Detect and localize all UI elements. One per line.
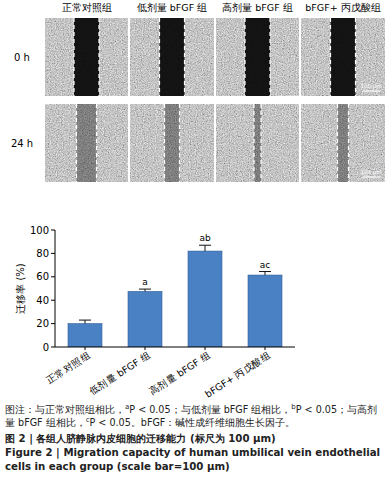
gap-edge <box>73 18 74 96</box>
caption-note-part: a <box>125 403 129 411</box>
caption-note-part: P < 0.05；与低剂量 bFGF 组相比， <box>129 404 291 415</box>
figure-svg: 正常对照组低剂量 bFGF 组高剂量 bFGF 组bFGF+ 丙戊酸组0 h10… <box>0 0 391 400</box>
y-tick <box>51 230 55 231</box>
scratch-gap <box>254 104 261 182</box>
gap-edge <box>76 104 77 182</box>
y-tick-label: 20 <box>36 318 49 329</box>
y-tick <box>51 300 55 301</box>
caption-note-part: c <box>86 416 90 424</box>
micrograph-texture <box>131 18 214 96</box>
error-bar <box>139 289 151 291</box>
error-cap <box>259 271 271 272</box>
gap-edge <box>159 18 160 96</box>
gap-edge <box>269 18 270 96</box>
micrograph-texture <box>216 18 299 96</box>
y-tick <box>51 323 55 324</box>
y-tick-label: 40 <box>36 295 49 306</box>
gap-edge <box>355 18 356 96</box>
error-cap <box>199 245 211 246</box>
caption-note-part: P < 0.05。bFGF：碱性成纤维细胞生长因子。 <box>90 417 296 428</box>
scratch-gap <box>165 104 180 182</box>
scratch-gap <box>77 104 97 182</box>
micrograph <box>45 18 128 96</box>
y-tick <box>51 276 55 277</box>
gap-edge <box>98 18 99 96</box>
micrograph-texture <box>45 18 128 96</box>
row-label: 0 h <box>14 52 30 63</box>
column-label: 低剂量 bFGF 组 <box>137 2 207 13</box>
micrograph <box>131 18 214 96</box>
column-label: 高剂量 bFGF 组 <box>222 2 292 13</box>
error-bar <box>79 320 91 324</box>
error-stem <box>85 320 86 324</box>
x-tick-label: 低剂量 bFGF 组 <box>87 349 152 397</box>
scale-bar <box>363 176 381 177</box>
micrograph-texture <box>131 104 214 182</box>
scratch-gap <box>245 18 270 96</box>
significance-label: ab <box>199 233 211 243</box>
micrograph-texture <box>216 104 299 182</box>
y-axis-label: 迁移率 (%) <box>15 263 26 314</box>
figure: 正常对照组低剂量 bFGF 组高剂量 bFGF 组bFGF+ 丙戊酸组0 h10… <box>0 0 391 404</box>
gap-edge <box>179 104 180 182</box>
error-bar <box>259 272 271 276</box>
micrograph: 100 μm <box>302 104 385 182</box>
gap-edge <box>184 18 185 96</box>
column-label: 正常对照组 <box>62 2 112 13</box>
scale-bar-label: 100 μm <box>360 83 381 90</box>
scale-bar-label: 100 μm <box>360 169 381 176</box>
y-tick-label: 60 <box>36 271 49 282</box>
micrograph <box>131 104 214 182</box>
error-stem <box>265 272 266 276</box>
micrograph-texture <box>45 104 128 182</box>
bar <box>188 251 222 347</box>
micrograph <box>216 104 299 182</box>
scale-bar <box>363 90 381 91</box>
caption-note-part: 图注：与正常对照组相比， <box>5 404 125 415</box>
gap-edge <box>96 104 97 182</box>
bar <box>248 275 282 347</box>
caption-note-part: b <box>291 403 295 411</box>
y-tick-label: 0 <box>43 342 49 353</box>
bars <box>68 251 282 347</box>
caption: 图注：与正常对照组相比，aP < 0.05；与低剂量 bFGF 组相比，b P <… <box>5 403 386 474</box>
error-cap <box>79 320 91 321</box>
y-tick-label: 100 <box>30 225 49 236</box>
error-bar <box>199 245 211 251</box>
y-tick-label: 80 <box>36 248 49 259</box>
figure-title-zh: 图 2 | 各组人脐静脉内皮细胞的迁移能力 (标尺为 100 μm) <box>5 432 386 446</box>
micrograph-texture <box>302 18 385 96</box>
gap-edge <box>244 18 245 96</box>
y-tick <box>51 347 55 348</box>
micrograph: 100 μm <box>302 18 385 96</box>
significance-label: ac <box>260 260 271 270</box>
micrograph <box>216 18 299 96</box>
bar <box>128 291 162 347</box>
gap-edge <box>260 104 261 182</box>
caption-note: 图注：与正常对照组相比，aP < 0.05；与低剂量 bFGF 组相比，b P <… <box>5 403 386 429</box>
y-axis <box>55 230 56 347</box>
micrograph <box>45 104 128 182</box>
significance-label: a <box>142 277 148 287</box>
gap-edge <box>348 104 349 182</box>
scratch-gap <box>160 18 185 96</box>
bar <box>68 324 102 347</box>
y-tick <box>51 253 55 254</box>
scratch-gap <box>74 18 99 96</box>
x-axis <box>55 347 295 348</box>
x-tick-label: 正常对照组 <box>44 349 92 385</box>
gap-edge <box>253 104 254 182</box>
micrograph-texture <box>302 104 385 182</box>
row-label: 24 h <box>11 138 33 149</box>
gap-edge <box>164 104 165 182</box>
figure-title-en: Figure 2 | Migration capacity of human u… <box>5 446 386 474</box>
error-stem <box>205 245 206 251</box>
gap-edge <box>330 18 331 96</box>
scratch-gap <box>331 18 356 96</box>
scratch-gap <box>338 104 349 182</box>
x-tick-label: bFGF+ 丙戊酸组 <box>203 349 272 399</box>
column-label: bFGF+ 丙戊酸组 <box>305 2 380 13</box>
error-cap <box>139 289 151 290</box>
gap-edge <box>337 104 338 182</box>
